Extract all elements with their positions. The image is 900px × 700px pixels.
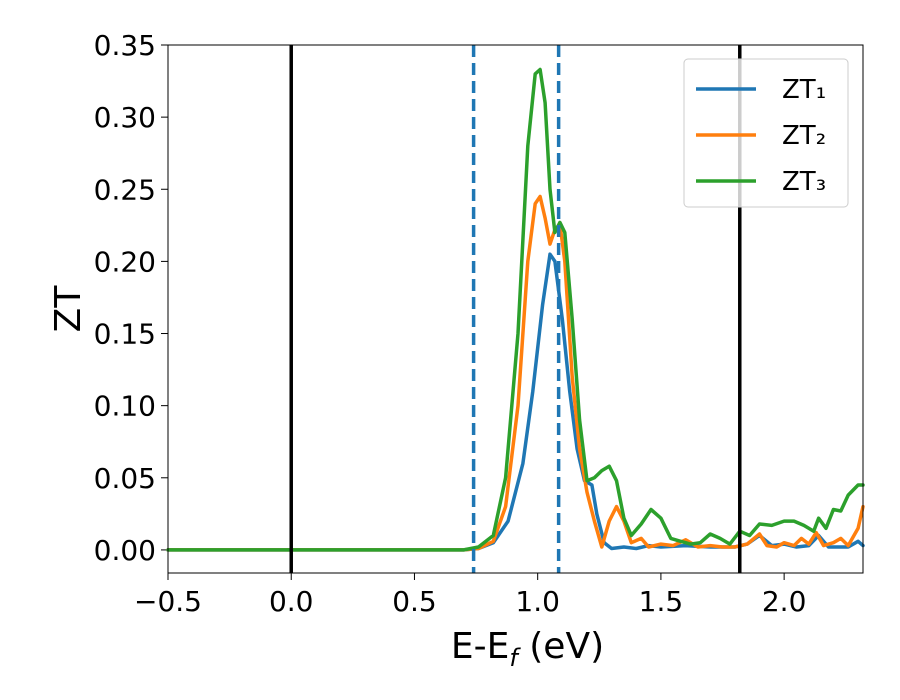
y-tick-label: 0.05 xyxy=(94,462,156,495)
legend-box xyxy=(683,58,849,208)
legend-label-zt2: ZT₂ xyxy=(782,121,826,151)
series-line-zt3 xyxy=(166,67,865,552)
y-tick-label: 0.35 xyxy=(94,29,156,62)
x-tick-label: 1.0 xyxy=(515,585,560,618)
y-tick-label: 0.20 xyxy=(94,245,156,278)
y-tick-label: 0.10 xyxy=(94,390,156,423)
y-tick-label: 0.25 xyxy=(94,173,156,206)
x-tick-label: 1.5 xyxy=(639,585,684,618)
x-tick-label: 2.0 xyxy=(762,585,807,618)
ticks-layer: −0.5 0.0 0.5 1.0 1.5 2.0 0.00 0.05 0.10 0.15 0.20 0… xyxy=(94,29,807,618)
y-tick-label: 0.30 xyxy=(94,101,156,134)
x-axis-title: E-Ef (eV) xyxy=(451,626,604,672)
x-tick-label: 0.0 xyxy=(269,585,314,618)
legend: ZT₁ ZT₂ ZT₃ xyxy=(683,58,849,208)
x-tick-label: 0.5 xyxy=(392,585,437,618)
series-line-zt2 xyxy=(166,194,865,552)
y-tick-label: 0.00 xyxy=(94,534,156,567)
legend-label-zt1: ZT₁ xyxy=(782,75,826,105)
lines-layer xyxy=(166,67,865,552)
series-line-zt1 xyxy=(166,252,865,552)
y-axis-title: ZT xyxy=(48,285,89,333)
y-tick-label: 0.15 xyxy=(94,318,156,351)
plot-frame xyxy=(167,44,864,574)
legend-label-zt3: ZT₃ xyxy=(782,167,826,197)
x-tick-label: −0.5 xyxy=(134,585,202,618)
